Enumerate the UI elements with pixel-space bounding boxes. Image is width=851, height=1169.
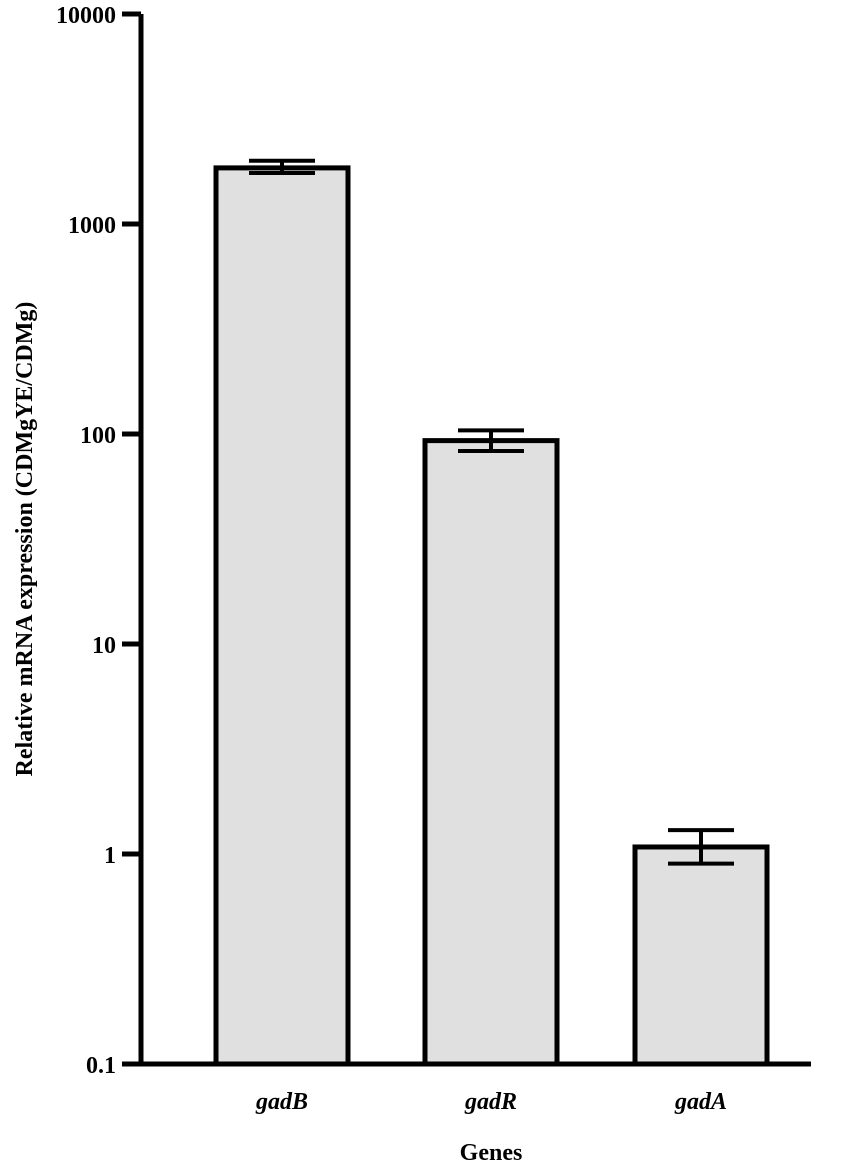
error-bars: [249, 158, 734, 866]
x-category-label: gadB: [255, 1089, 308, 1115]
x-category-labels: gadB gadR gadA: [255, 1089, 727, 1115]
x-axis-title: Genes: [460, 1140, 523, 1166]
bar-gadR: [422, 438, 560, 1067]
y-tick-label: 1000: [68, 213, 116, 239]
x-category-label: gadA: [674, 1089, 727, 1115]
bars: [213, 165, 770, 1067]
error-bar-gadB: [249, 158, 315, 175]
y-tick-label: 100: [80, 423, 116, 449]
x-category-label: gadR: [464, 1089, 517, 1115]
y-ticks: 0.1 1 10 100 1000 10000: [56, 3, 141, 1079]
error-bar-gadA: [668, 828, 734, 866]
y-axis-title: Relative mRNA expression (CDMgYE/CDMg): [12, 302, 38, 777]
bar-gadB: [213, 165, 351, 1067]
bar-gadA: [632, 844, 770, 1067]
y-tick-label: 10000: [56, 3, 116, 29]
y-tick-label: 1: [104, 843, 116, 869]
y-tick-label: 0.1: [86, 1053, 116, 1079]
y-tick-label: 10: [92, 633, 116, 659]
error-bar-gadR: [458, 428, 524, 453]
